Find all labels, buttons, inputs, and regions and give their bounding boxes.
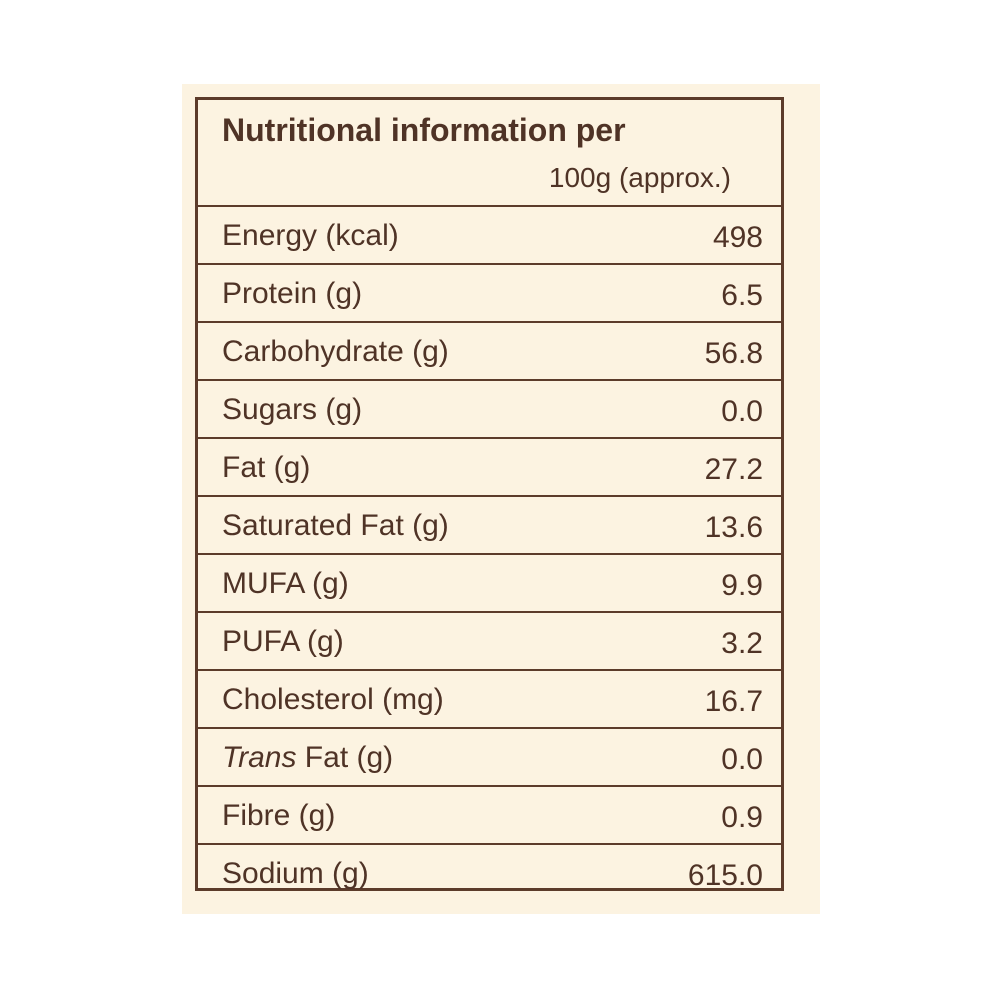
- nutrient-value: 498: [712, 221, 763, 254]
- table-row-saturated-fat: Saturated Fat (g) 13.6: [198, 497, 781, 555]
- nutrient-label: Saturated Fat (g): [222, 509, 449, 542]
- nutrient-label: Sugars (g): [222, 393, 363, 426]
- nutrient-value: 0.0: [721, 743, 763, 776]
- table-row-fat: Fat (g) 27.2: [198, 439, 781, 497]
- nutrient-label: Sodium (g): [222, 857, 369, 890]
- table-row-carbohydrate: Carbohydrate (g) 56.8: [198, 323, 781, 381]
- nutrient-label: Cholesterol (mg): [222, 683, 444, 716]
- nutrient-label-rest: Fat (g): [296, 741, 394, 774]
- nutrient-label: Trans Fat (g): [222, 741, 393, 775]
- label-background: [182, 84, 820, 914]
- table-title: Nutritional information per: [222, 112, 626, 148]
- table-subtitle: 100g (approx.): [548, 162, 731, 193]
- nutrient-value: 615.0: [687, 859, 763, 892]
- nutrient-value: 16.7: [704, 685, 763, 718]
- table-row-sodium: Sodium (g) 615.0: [198, 845, 781, 903]
- nutrient-value: 6.5: [721, 279, 763, 312]
- nutrient-value: 3.2: [721, 627, 763, 660]
- nutrient-value: 0.9: [721, 801, 763, 834]
- table-row-fibre: Fibre (g) 0.9: [198, 787, 781, 845]
- table-header: Nutritional information per 100g (approx…: [198, 100, 781, 207]
- nutrient-label: Carbohydrate (g): [222, 335, 449, 368]
- table-row-cholesterol: Cholesterol (mg) 16.7: [198, 671, 781, 729]
- nutrient-value: 0.0: [721, 395, 763, 428]
- table-row-trans-fat: Trans Fat (g) 0.0: [198, 729, 781, 787]
- nutrient-label: Fibre (g): [222, 799, 336, 832]
- table-row-energy: Energy (kcal) 498: [198, 207, 781, 265]
- table-row-sugars: Sugars (g) 0.0: [198, 381, 781, 439]
- nutrient-value: 13.6: [704, 511, 763, 544]
- nutrient-label-italic: Trans: [222, 741, 297, 774]
- nutrient-label: MUFA (g): [222, 567, 349, 600]
- nutrition-table: Nutritional information per 100g (approx…: [195, 97, 784, 892]
- nutrient-label: PUFA (g): [222, 625, 344, 658]
- table-row-pufa: PUFA (g) 3.2: [198, 613, 781, 671]
- table-row-mufa: MUFA (g) 9.9: [198, 555, 781, 613]
- nutrient-value: 56.8: [704, 337, 763, 370]
- nutrient-value: 9.9: [721, 569, 763, 602]
- nutrient-value: 27.2: [704, 453, 763, 486]
- nutrient-label: Fat (g): [222, 451, 311, 484]
- table-row-protein: Protein (g) 6.5: [198, 265, 781, 323]
- nutrient-label: Energy (kcal): [222, 219, 399, 252]
- nutrient-label: Protein (g): [222, 277, 363, 310]
